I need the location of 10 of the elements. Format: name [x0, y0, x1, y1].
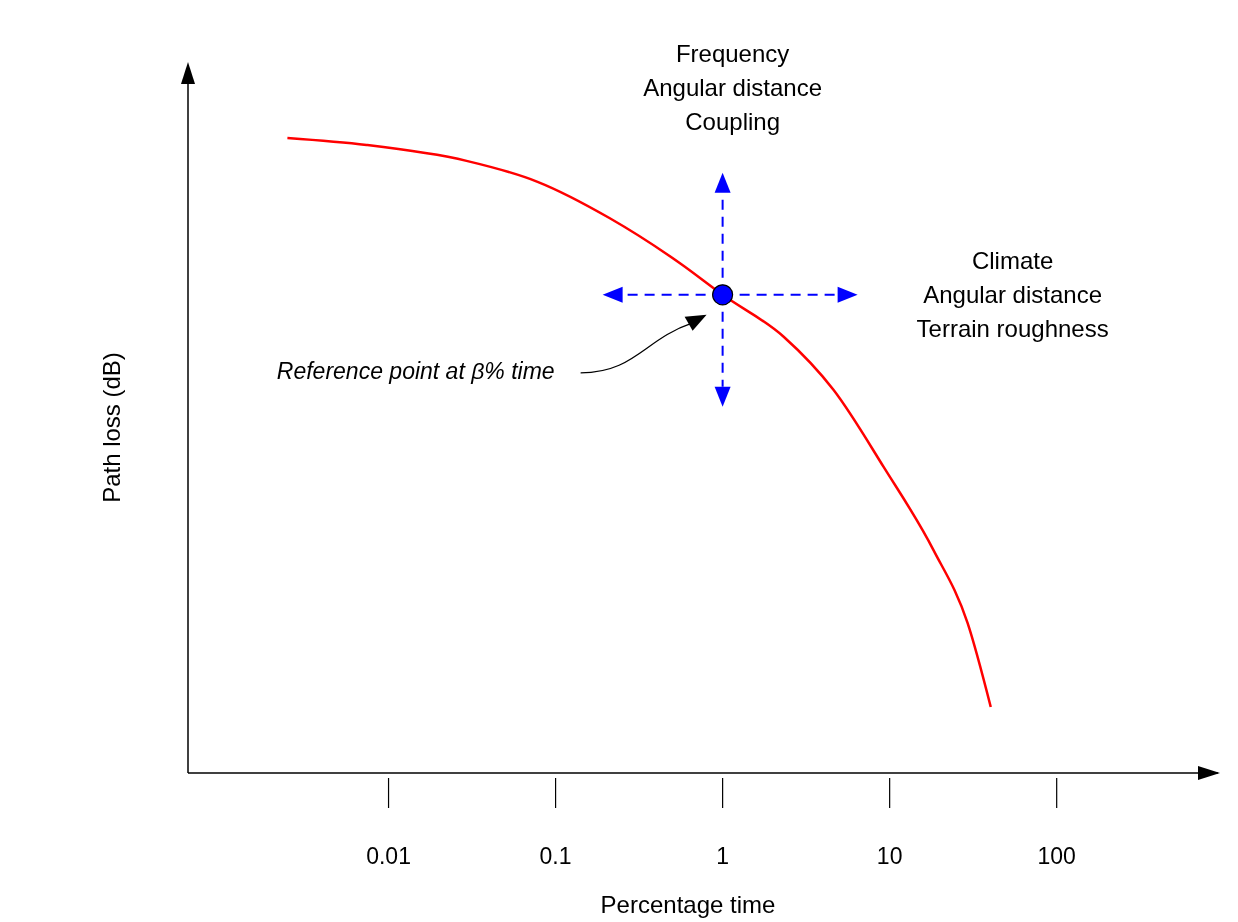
y-axis-title: Path loss (dB) [98, 352, 125, 503]
x-tick-label: 0.01 [366, 843, 411, 869]
x-axis-title: Percentage time [600, 891, 776, 918]
x-tick-label: 0.1 [539, 843, 572, 869]
text: Frequency Angular distance Coupling [643, 39, 823, 135]
annotation: Reference point at β% time [276, 357, 555, 384]
annotation: Climate Angular distance Terrain roughness [916, 246, 1109, 342]
x-tick-label: 10 [876, 843, 903, 869]
x-tick-label: 1 [716, 843, 730, 869]
x-tick-label: 100 [1037, 843, 1076, 869]
